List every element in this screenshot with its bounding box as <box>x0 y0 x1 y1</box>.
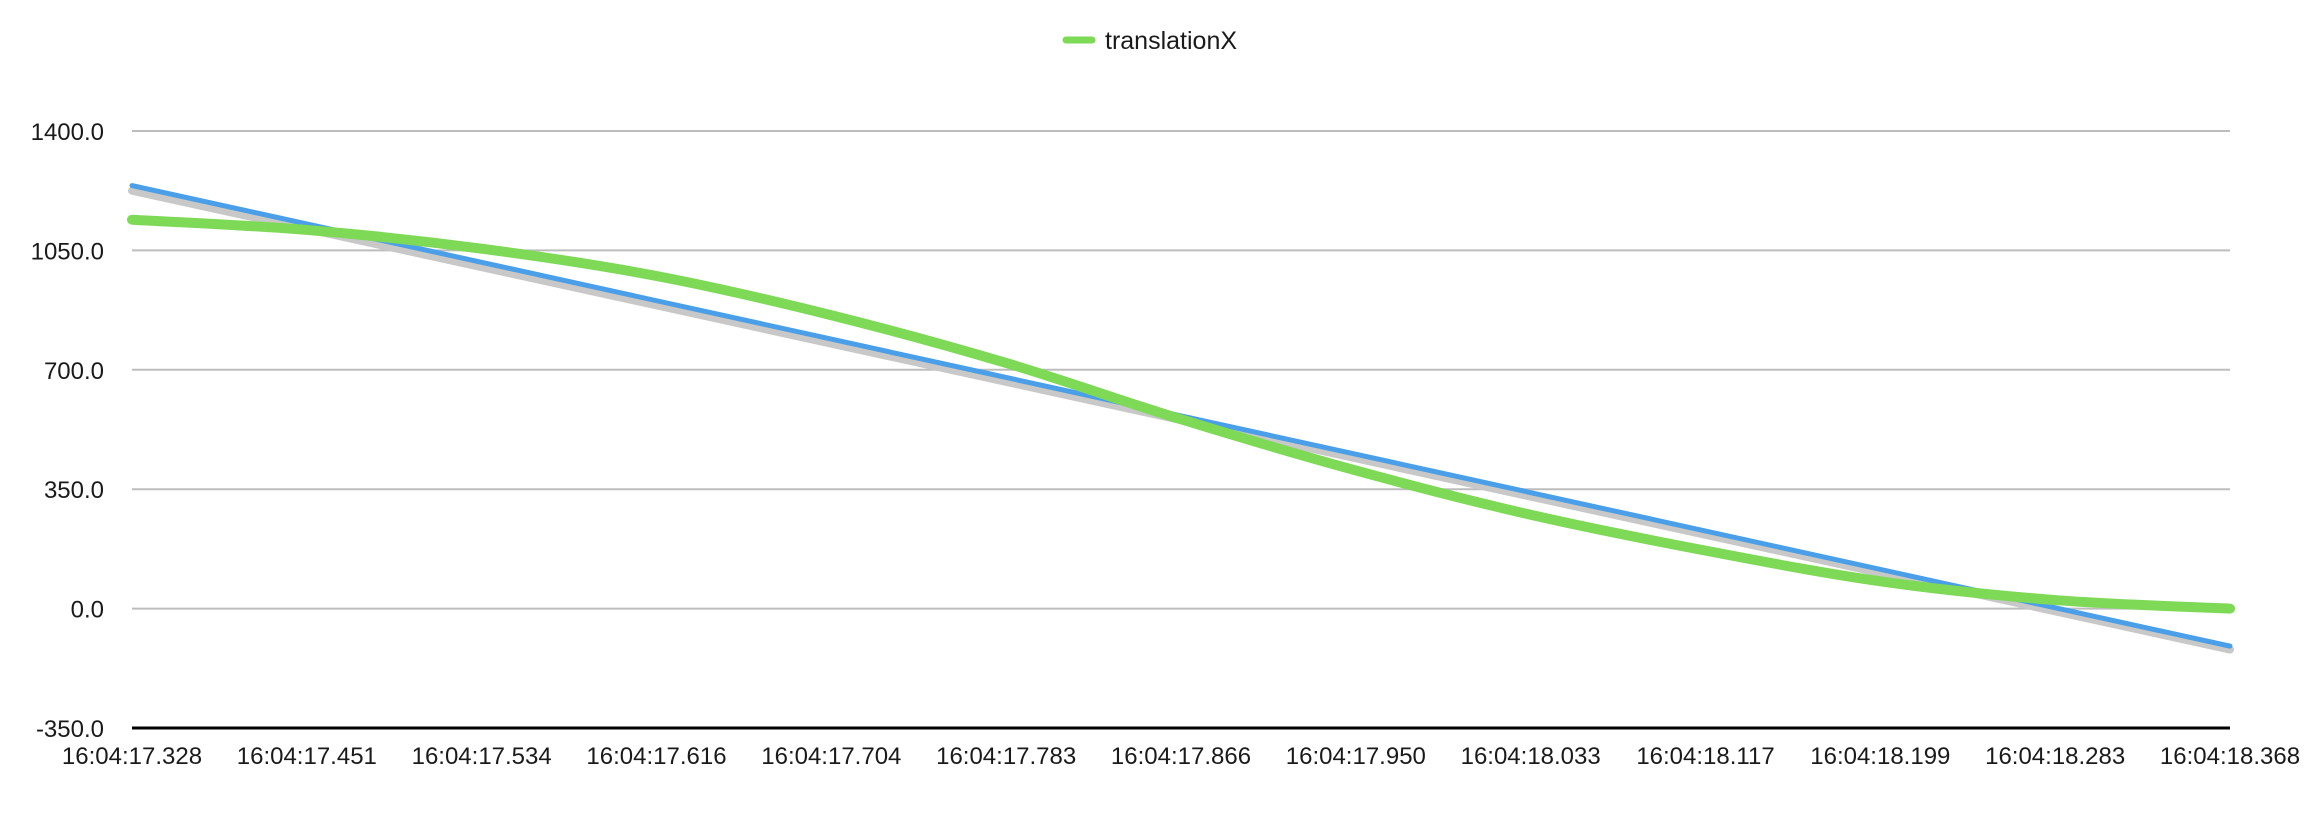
y-tick-label: 700.0 <box>44 358 104 385</box>
gridlines <box>132 130 2230 610</box>
x-tick-label: 16:04:18.283 <box>1985 743 2125 770</box>
x-tick-label: 16:04:17.783 <box>936 743 1076 770</box>
x-tick-label: 16:04:17.451 <box>237 743 377 770</box>
y-tick-label: 350.0 <box>44 477 104 504</box>
legend: translationX <box>1062 27 1237 55</box>
x-tick-label: 16:04:18.368 <box>2160 743 2300 770</box>
series-line-translationx <box>127 214 2235 614</box>
y-tick-label: 0.0 <box>71 597 104 624</box>
x-tick-label: 16:04:17.704 <box>761 743 901 770</box>
y-axis-labels: 1400.0 1050.0 700.0 350.0 0.0 -350.0 <box>31 119 104 743</box>
y-tick-label: -350.0 <box>36 716 104 743</box>
x-tick-label: 16:04:17.616 <box>586 743 726 770</box>
x-tick-label: 16:04:18.033 <box>1461 743 1601 770</box>
x-tick-label: 16:04:18.199 <box>1810 743 1950 770</box>
x-tick-label: 16:04:18.117 <box>1636 743 1774 770</box>
x-tick-label: 16:04:17.328 <box>62 743 202 770</box>
legend-label-translationx: translationX <box>1105 27 1237 55</box>
x-axis-labels: 16:04:17.328 16:04:17.451 16:04:17.534 16:0… <box>62 743 2300 770</box>
y-tick-label: 1400.0 <box>31 119 104 146</box>
data-series <box>127 214 2235 614</box>
x-tick-label: 16:04:17.534 <box>412 743 552 770</box>
x-tick-label: 16:04:17.950 <box>1286 743 1426 770</box>
x-tick-label: 16:04:17.866 <box>1111 743 1251 770</box>
y-tick-label: 1050.0 <box>31 238 104 265</box>
